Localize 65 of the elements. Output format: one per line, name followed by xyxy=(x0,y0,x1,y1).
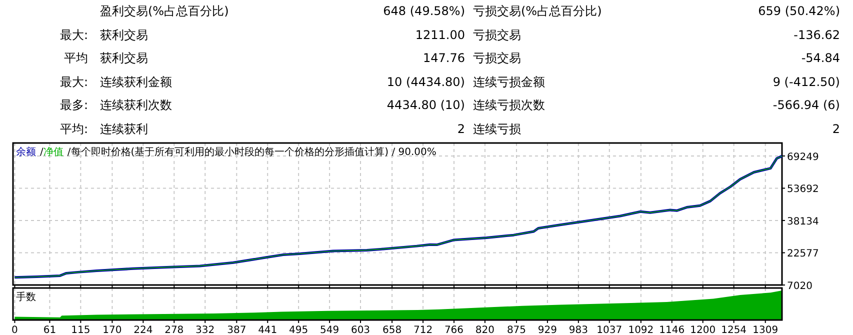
chart-title: 手数 xyxy=(16,291,36,303)
text: 648 (49.58%) xyxy=(383,4,465,18)
x-tick-label: 603 xyxy=(350,325,370,335)
text: 最大: xyxy=(60,28,88,42)
text: 亏损交易 xyxy=(473,51,521,65)
text: 最多: xyxy=(60,98,88,112)
text: 连续亏损金额 xyxy=(473,75,545,89)
x-tick-label: 712 xyxy=(413,325,433,335)
x-tick-label: 278 xyxy=(164,325,184,335)
text: 获利交易 xyxy=(100,51,148,65)
text: 亏损交易(%占总百分比) xyxy=(473,4,602,18)
text: 净值 xyxy=(43,146,64,158)
text: 亏损交易 xyxy=(473,28,521,42)
text: 最大: xyxy=(60,75,88,89)
x-tick-label: 929 xyxy=(538,325,558,335)
y-tick-label: 38134 xyxy=(787,216,819,228)
text: 659 (50.42%) xyxy=(758,4,840,18)
text: 平均: xyxy=(60,122,88,136)
text: 连续获利 xyxy=(100,122,148,136)
text: 连续获利金额 xyxy=(100,75,172,89)
x-tick-label: 170 xyxy=(102,325,122,335)
x-tick-label: 549 xyxy=(320,325,340,335)
text: 2 xyxy=(457,122,465,136)
x-tick-label: 1200 xyxy=(690,325,716,335)
y-tick-label: 22577 xyxy=(787,248,819,260)
text: 10 (4434.80) xyxy=(386,75,465,89)
x-tick-label: 1146 xyxy=(659,325,685,335)
x-tick-label: 332 xyxy=(196,325,215,335)
text: 连续亏损次数 xyxy=(473,98,545,112)
text: -54.84 xyxy=(801,51,840,65)
x-tick-label: 495 xyxy=(289,325,308,335)
x-tick-label: 766 xyxy=(444,325,464,335)
x-tick-label: 820 xyxy=(475,325,494,335)
text: 4434.80 (10) xyxy=(386,98,465,112)
annotation: / xyxy=(67,147,72,158)
x-tick-label: 875 xyxy=(506,325,526,335)
x-tick-label: 1309 xyxy=(752,325,778,335)
text: 平均 xyxy=(64,51,88,65)
x-tick-label: 61 xyxy=(43,325,56,335)
text: 1211.00 xyxy=(415,28,465,42)
x-tick-label: 224 xyxy=(134,325,153,335)
text: 连续亏损 xyxy=(473,122,521,136)
text: 盈利交易(%占总百分比) xyxy=(100,4,229,18)
x-tick-label: 441 xyxy=(258,325,278,335)
y-tick-label: 53692 xyxy=(787,184,819,196)
text: 余额 xyxy=(16,146,36,158)
y-tick-label: 69249 xyxy=(787,152,819,163)
text: 连续获利次数 xyxy=(100,98,172,112)
y-tick-label: 7020 xyxy=(787,281,812,292)
chart-title: 每个即时价格(基于所有可利用的最小时段的每一个价格的分形插值计算) / 90.00% xyxy=(70,146,436,158)
x-tick-label: 115 xyxy=(71,325,90,335)
text: -566.94 (6) xyxy=(772,98,840,112)
text: 获利交易 xyxy=(100,28,148,42)
x-tick-label: 658 xyxy=(382,325,402,335)
text: 2 xyxy=(832,122,840,136)
x-tick-label: 983 xyxy=(568,325,588,335)
x-tick-label: 0 xyxy=(12,325,18,335)
text: 147.76 xyxy=(423,51,465,65)
annotation: / xyxy=(40,147,44,158)
text: -136.62 xyxy=(794,28,840,42)
x-tick-label: 1037 xyxy=(596,325,622,335)
x-tick-label: 1092 xyxy=(628,325,654,335)
text: 9 (-412.50) xyxy=(772,75,840,89)
x-tick-label: 387 xyxy=(227,325,246,335)
x-tick-label: 1254 xyxy=(721,325,747,335)
